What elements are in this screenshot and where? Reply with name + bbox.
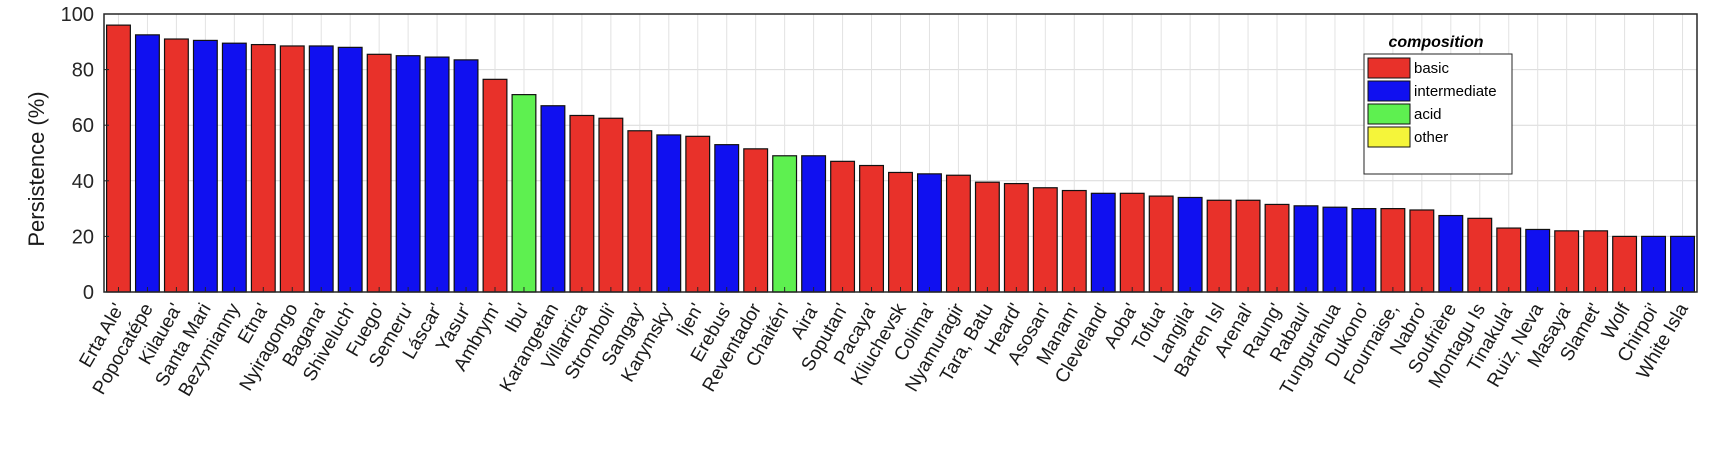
bar bbox=[1641, 235, 1667, 293]
bar bbox=[598, 117, 624, 293]
bar bbox=[1438, 214, 1464, 293]
bar bbox=[974, 181, 1000, 293]
y-tick-label: 40 bbox=[72, 171, 94, 193]
y-tick-label: 60 bbox=[72, 115, 94, 137]
bar bbox=[1264, 203, 1290, 293]
y-tick-label: 20 bbox=[72, 226, 94, 248]
bar bbox=[106, 24, 131, 293]
y-axis-label: Persistence (%) bbox=[24, 91, 49, 246]
bar bbox=[163, 38, 189, 293]
bar bbox=[916, 173, 942, 293]
bar bbox=[1235, 199, 1261, 293]
bar bbox=[1583, 230, 1609, 293]
y-tick-label: 100 bbox=[61, 4, 94, 26]
bar bbox=[395, 55, 421, 293]
bar bbox=[656, 134, 682, 293]
bar bbox=[1061, 189, 1087, 293]
bar bbox=[1206, 199, 1232, 293]
bar bbox=[888, 171, 913, 293]
legend-label: basic bbox=[1414, 60, 1450, 77]
bar bbox=[714, 144, 740, 293]
bar bbox=[192, 39, 218, 293]
bar bbox=[627, 130, 653, 293]
bar bbox=[337, 46, 363, 293]
bar bbox=[1525, 228, 1551, 293]
bar bbox=[1293, 205, 1319, 293]
bar bbox=[743, 148, 769, 293]
bar bbox=[279, 45, 305, 293]
bar bbox=[772, 155, 798, 293]
bar bbox=[453, 59, 479, 293]
bar bbox=[511, 94, 537, 293]
bar bbox=[1467, 217, 1493, 293]
bar bbox=[1322, 206, 1348, 293]
bar bbox=[1409, 209, 1435, 293]
legend-swatch bbox=[1367, 80, 1411, 102]
bar bbox=[1612, 235, 1638, 293]
bar bbox=[134, 34, 160, 293]
legend-label: acid bbox=[1414, 106, 1442, 123]
bar bbox=[221, 42, 247, 293]
bar bbox=[830, 160, 856, 293]
bar bbox=[308, 45, 334, 293]
legend-label: other bbox=[1414, 129, 1448, 146]
y-axis-ticks: 0 20 40 60 80 100 bbox=[61, 4, 109, 304]
bar bbox=[1670, 235, 1695, 293]
bar bbox=[1003, 182, 1029, 293]
bar bbox=[482, 78, 508, 293]
y-tick-label: 0 bbox=[83, 282, 94, 304]
legend: composition basic intermediate acid other bbox=[1363, 34, 1513, 175]
bar bbox=[1090, 192, 1116, 293]
bar bbox=[366, 53, 392, 293]
legend-swatch bbox=[1367, 57, 1411, 79]
bar bbox=[801, 155, 827, 293]
bar bbox=[1148, 195, 1174, 293]
bar bbox=[1380, 208, 1406, 293]
bar bbox=[250, 43, 276, 293]
bar bbox=[945, 174, 971, 293]
bar bbox=[1032, 187, 1058, 293]
y-tick-label: 80 bbox=[72, 60, 94, 82]
bar bbox=[424, 56, 450, 293]
bar bbox=[1119, 192, 1145, 293]
legend-swatch bbox=[1367, 126, 1411, 148]
bar bbox=[1496, 227, 1522, 293]
legend-title: composition bbox=[1388, 34, 1483, 51]
legend-swatch bbox=[1367, 103, 1411, 125]
bar bbox=[1351, 208, 1377, 293]
bar bbox=[540, 105, 566, 293]
bar bbox=[685, 135, 711, 293]
bar bbox=[1554, 230, 1580, 293]
bar bbox=[569, 114, 595, 293]
bar bbox=[859, 164, 885, 293]
bar bbox=[1177, 196, 1203, 293]
legend-label: intermediate bbox=[1414, 83, 1497, 100]
